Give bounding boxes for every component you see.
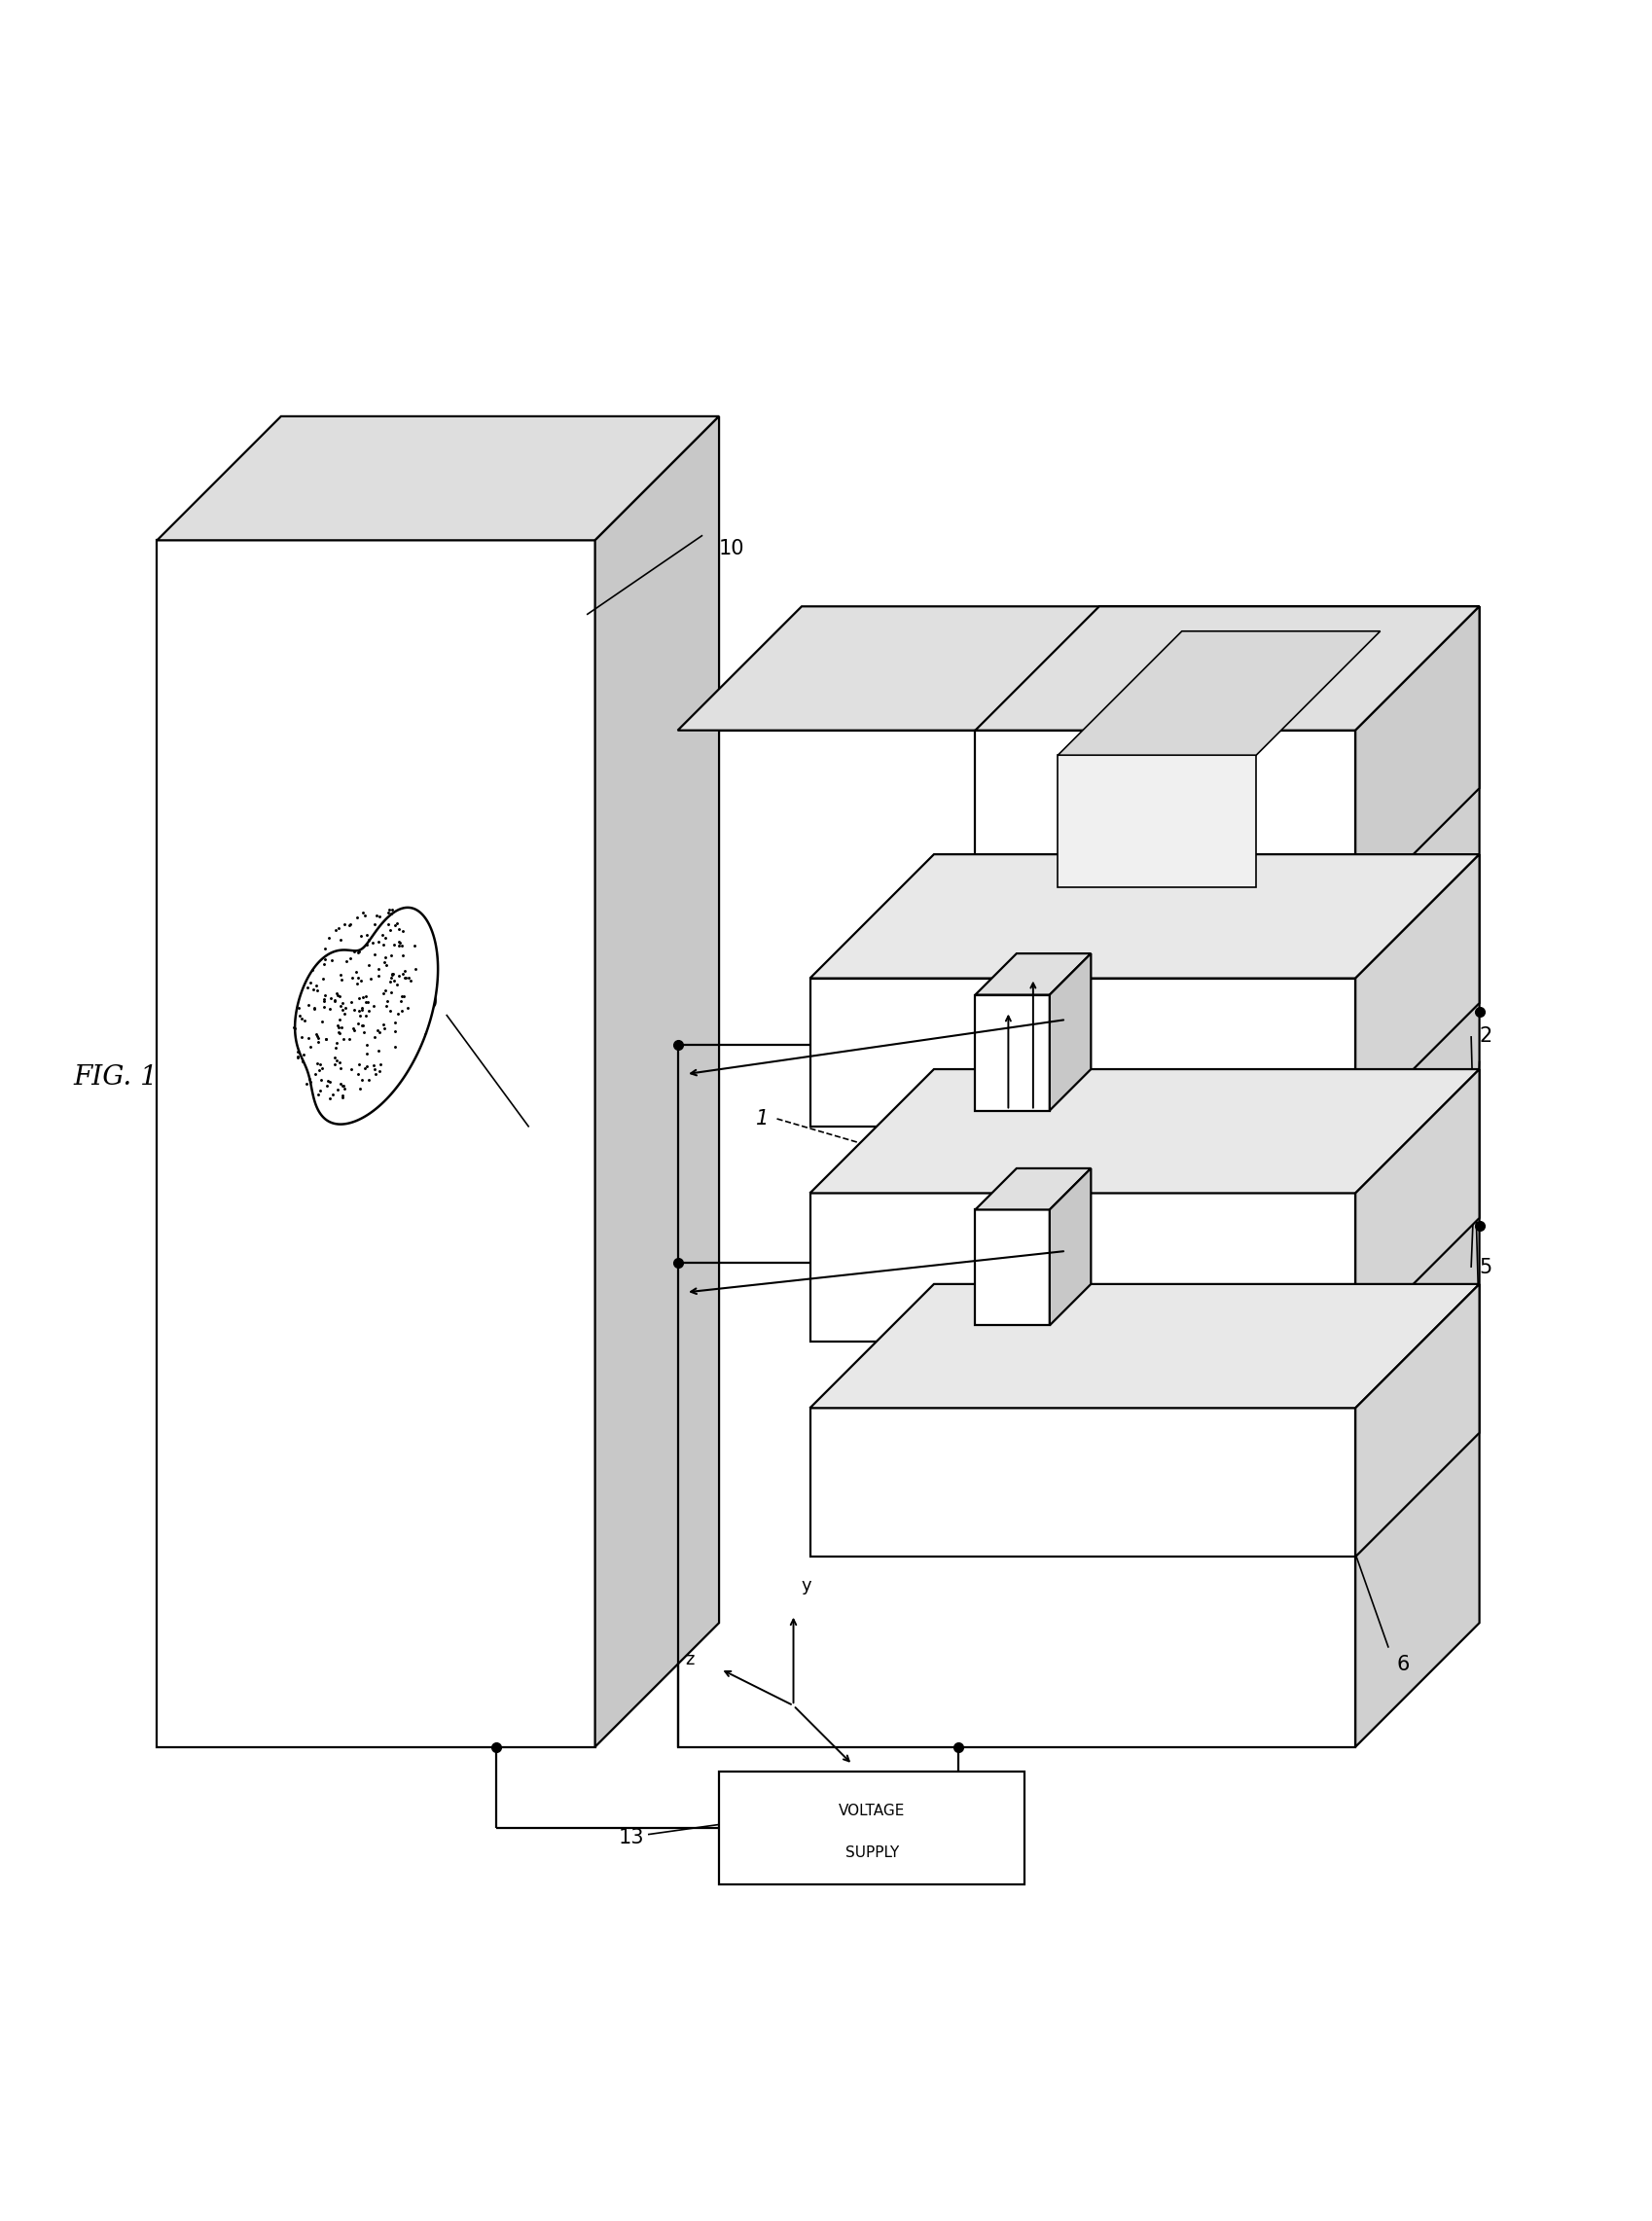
- Polygon shape: [809, 977, 1355, 1126]
- Polygon shape: [975, 1168, 1090, 1210]
- Polygon shape: [1355, 1284, 1479, 1557]
- Text: y: y: [801, 1577, 811, 1595]
- Polygon shape: [1355, 855, 1479, 1126]
- Polygon shape: [975, 953, 1090, 995]
- Bar: [719, 1772, 1024, 1883]
- Polygon shape: [1355, 606, 1479, 913]
- Text: FIG. 1: FIG. 1: [73, 1064, 159, 1091]
- Text: 6: 6: [1396, 1655, 1409, 1675]
- Polygon shape: [809, 1068, 1479, 1193]
- Polygon shape: [809, 855, 1479, 977]
- Polygon shape: [1049, 953, 1090, 1110]
- Polygon shape: [1049, 1168, 1090, 1326]
- Text: 13: 13: [618, 1828, 644, 1848]
- Polygon shape: [1057, 631, 1379, 755]
- Polygon shape: [1057, 755, 1256, 888]
- Text: 9: 9: [425, 993, 438, 1013]
- Text: x: x: [872, 1788, 882, 1806]
- Text: 5: 5: [1479, 1257, 1492, 1277]
- Text: 3: 3: [1462, 1159, 1475, 1177]
- Polygon shape: [975, 731, 1355, 913]
- Polygon shape: [1355, 1068, 1479, 1341]
- Polygon shape: [294, 908, 438, 1124]
- Polygon shape: [677, 606, 1479, 731]
- Polygon shape: [975, 606, 1479, 731]
- Text: SUPPLY: SUPPLY: [844, 1846, 899, 1859]
- Polygon shape: [809, 1284, 1479, 1408]
- Text: 1: 1: [755, 1108, 768, 1128]
- Polygon shape: [677, 731, 1355, 1748]
- Polygon shape: [975, 1210, 1049, 1326]
- Text: 2: 2: [1479, 1026, 1492, 1046]
- Polygon shape: [157, 540, 595, 1748]
- Text: 10: 10: [719, 540, 745, 557]
- Polygon shape: [595, 415, 719, 1748]
- Polygon shape: [975, 995, 1049, 1110]
- Text: VOLTAGE: VOLTAGE: [838, 1803, 905, 1819]
- Polygon shape: [157, 415, 719, 540]
- Polygon shape: [809, 1408, 1355, 1557]
- Polygon shape: [1355, 606, 1479, 1748]
- Text: z: z: [684, 1650, 694, 1668]
- Text: 4: 4: [869, 1308, 882, 1326]
- Polygon shape: [809, 1193, 1355, 1341]
